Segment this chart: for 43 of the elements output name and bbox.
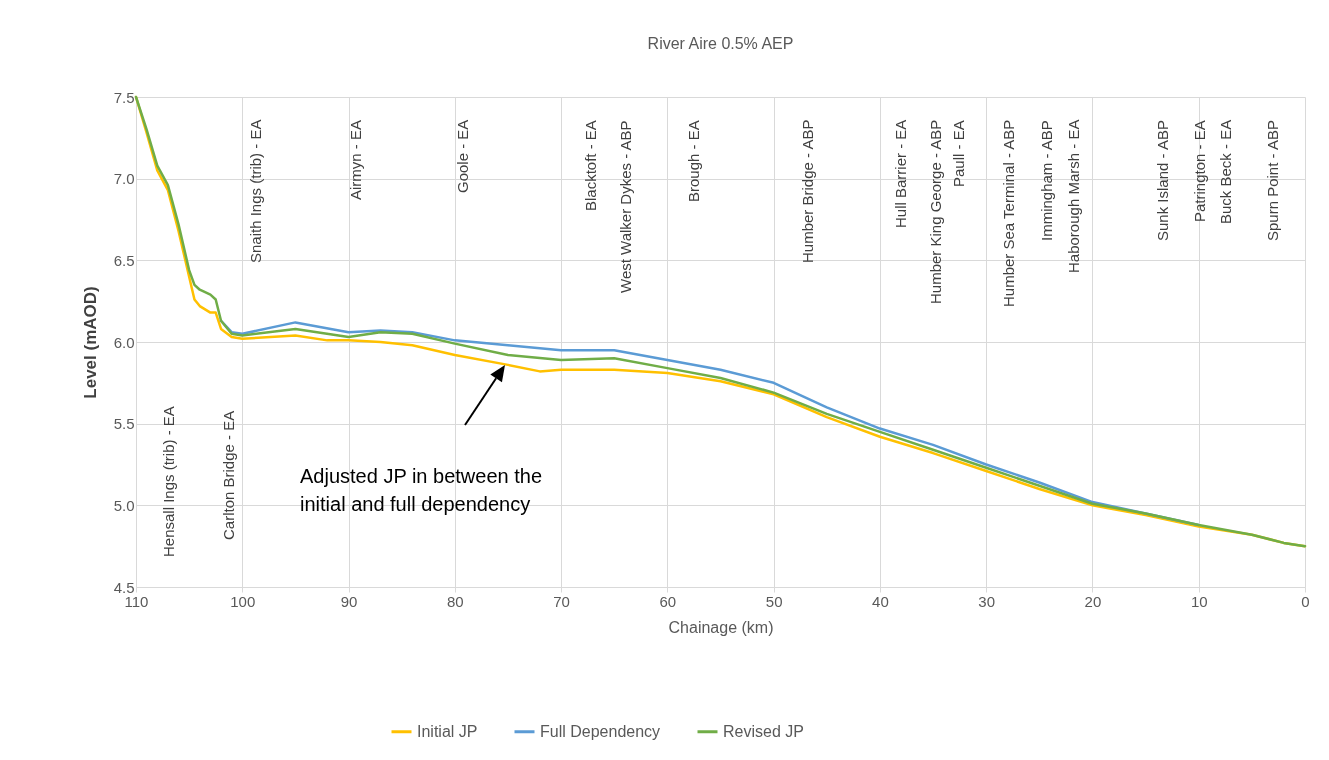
annotation: Hensall Ings (trib) - EA bbox=[159, 406, 177, 557]
y-tick-label: 6.0 bbox=[113, 333, 135, 351]
annotation: Adjusted JP in between the initial and full dependency bbox=[300, 464, 543, 517]
x-tick-label: 30 bbox=[978, 592, 996, 610]
y-tick-label: 7.0 bbox=[113, 170, 135, 188]
annotation: Patrington - EA bbox=[1190, 120, 1208, 222]
x-tick-label: 0 bbox=[1301, 592, 1310, 610]
annotation: Spurn Point - ABP bbox=[1263, 120, 1281, 241]
annotation: Humber Sea Terminal - ABP bbox=[999, 119, 1017, 307]
annotation: Brough - EA bbox=[684, 120, 702, 202]
legend-label: Full Dependency bbox=[540, 722, 661, 740]
annotation: Haborough Marsh - EA bbox=[1064, 119, 1082, 273]
annotation: Humber Bridge - ABP bbox=[798, 119, 816, 263]
annotation: Airmyn - EA bbox=[346, 119, 364, 200]
legend-label: Initial JP bbox=[417, 722, 478, 740]
y-tick-label: 7.5 bbox=[113, 88, 135, 106]
x-tick-label: 100 bbox=[230, 592, 256, 610]
chart-title: River Aire 0.5% AEP bbox=[647, 35, 794, 52]
annotation: Immingham - ABP bbox=[1037, 120, 1055, 241]
y-tick-label: 5.5 bbox=[113, 415, 135, 433]
annotation: West Walker Dykes - ABP bbox=[616, 120, 634, 293]
x-tick-label: 10 bbox=[1190, 592, 1208, 610]
annotation: Humber King George - ABP bbox=[926, 119, 944, 304]
annotation: Buck Beck - EA bbox=[1216, 119, 1234, 224]
legend-label: Revised JP bbox=[723, 722, 804, 740]
x-tick-label: 20 bbox=[1084, 592, 1102, 610]
y-tick-label: 5.0 bbox=[113, 496, 135, 514]
x-tick-label: 40 bbox=[872, 592, 889, 610]
y-tick-label: 6.5 bbox=[113, 251, 135, 269]
annotation: Sunk Island - ABP bbox=[1153, 120, 1171, 241]
x-tick-label: 70 bbox=[553, 592, 570, 610]
x-tick-label: 60 bbox=[659, 592, 677, 610]
annotation: Carlton Bridge - EA bbox=[219, 410, 237, 540]
annotation: Blacktoft - EA bbox=[581, 120, 599, 211]
x-axis-title: Chainage (km) bbox=[668, 618, 774, 636]
annotation: Snaith Ings (trib) - EA bbox=[246, 119, 264, 263]
x-tick-label: 80 bbox=[446, 592, 464, 610]
y-axis-title: Level (mAOD) bbox=[80, 286, 100, 399]
annotation: Goole - EA bbox=[453, 119, 471, 193]
x-tick-label: 90 bbox=[340, 592, 358, 610]
x-tick-label: 50 bbox=[765, 592, 783, 610]
annotation: Hull Barrier - EA bbox=[891, 119, 909, 228]
annotation: Paull - EA bbox=[949, 120, 967, 187]
